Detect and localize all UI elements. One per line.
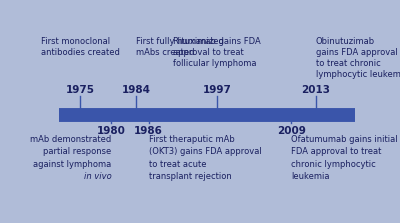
Text: chronic lymphocytic: chronic lymphocytic xyxy=(291,160,376,169)
Text: to treat acute: to treat acute xyxy=(148,160,206,169)
Text: 2013: 2013 xyxy=(302,85,330,95)
Text: FDA approval to treat: FDA approval to treat xyxy=(291,147,382,156)
Text: 1986: 1986 xyxy=(134,126,163,136)
Text: 2009: 2009 xyxy=(277,126,306,136)
Text: Rituximab gains FDA
approval to treat
follicular lymphoma: Rituximab gains FDA approval to treat fo… xyxy=(173,37,261,68)
Text: First theraputic mAb: First theraputic mAb xyxy=(148,135,234,144)
Text: First monoclonal
antibodies created: First monoclonal antibodies created xyxy=(41,37,120,57)
Text: 1980: 1980 xyxy=(97,126,126,136)
Text: First fully humanized
mAbs created: First fully humanized mAbs created xyxy=(136,37,224,57)
Text: 1975: 1975 xyxy=(66,85,95,95)
Text: Obinutuzimab
gains FDA approval
to treat chronic
lymphocytic leukemia: Obinutuzimab gains FDA approval to treat… xyxy=(316,37,400,79)
Text: mAb demonstrated: mAb demonstrated xyxy=(30,135,111,144)
Text: (OKT3) gains FDA approval: (OKT3) gains FDA approval xyxy=(148,147,261,156)
Text: against lymphoma: against lymphoma xyxy=(33,160,111,169)
Text: transplant rejection: transplant rejection xyxy=(148,172,231,181)
Text: in vivo: in vivo xyxy=(84,172,111,181)
Text: 1984: 1984 xyxy=(122,85,151,95)
Text: leukemia: leukemia xyxy=(291,172,330,181)
Text: partial response: partial response xyxy=(43,147,111,156)
Text: 1997: 1997 xyxy=(202,85,231,95)
Text: Ofatumumab gains initial: Ofatumumab gains initial xyxy=(291,135,398,144)
